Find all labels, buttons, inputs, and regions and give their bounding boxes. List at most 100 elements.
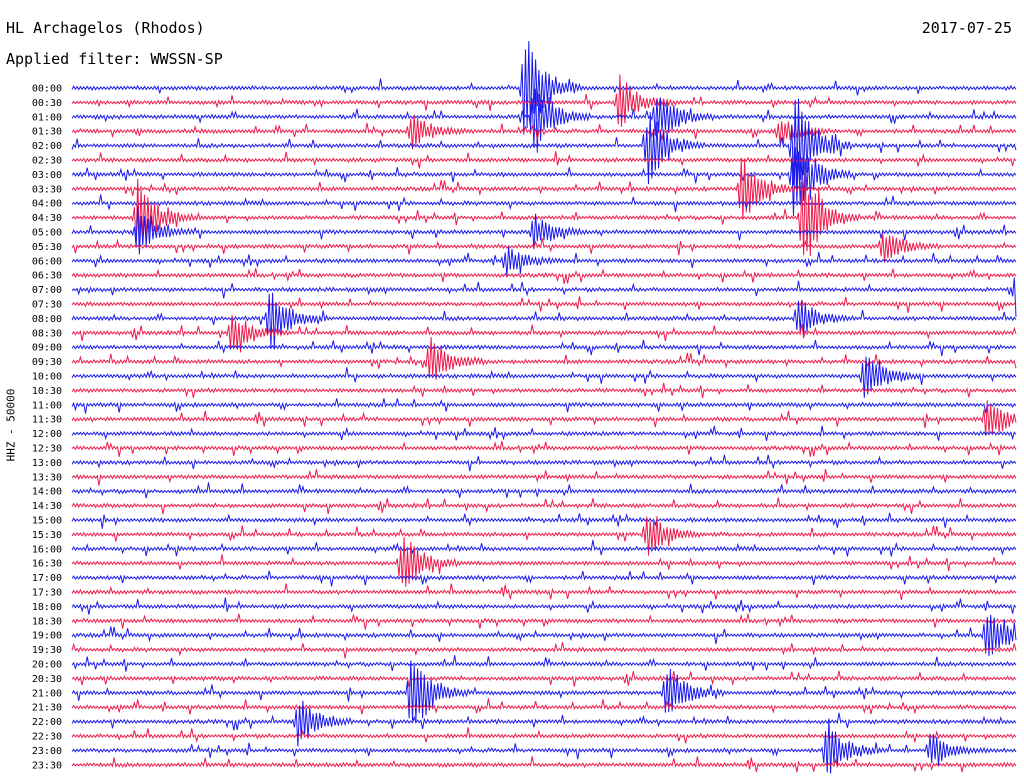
tick-label: 03:00 [32, 170, 62, 181]
trace-1600 [71, 539, 1017, 557]
tick-label: 01:30 [32, 127, 62, 138]
tick-label: 00:30 [32, 98, 62, 109]
trace-0600 [71, 246, 1017, 277]
trace-1800 [71, 597, 1017, 615]
tick-label: 12:00 [32, 429, 62, 440]
tick-label: 05:30 [32, 242, 62, 253]
trace-1400 [71, 482, 1017, 499]
trace-1330 [71, 469, 1017, 486]
tick-label: 06:30 [32, 271, 62, 282]
tick-label: 13:30 [32, 472, 62, 483]
trace-1030 [71, 382, 1017, 399]
trace-1500 [71, 512, 1017, 529]
tick-label: 20:30 [32, 674, 62, 685]
tick-label: 23:00 [32, 746, 62, 757]
trace-0500 [71, 205, 1017, 255]
trace-0030 [71, 74, 1017, 127]
tick-label: 07:00 [32, 285, 62, 296]
trace-1100 [71, 398, 1017, 414]
trace-0630 [71, 268, 1017, 285]
tick-label: 04:00 [32, 199, 62, 210]
trace-2330 [71, 756, 1017, 773]
tick-label: 19:00 [32, 631, 62, 642]
trace-0230 [71, 151, 1017, 169]
tick-label: 16:30 [32, 559, 62, 570]
trace-1130 [71, 400, 1017, 436]
trace-1900 [71, 614, 1017, 657]
trace-1430 [71, 497, 1017, 515]
tick-label: 21:00 [32, 688, 62, 699]
date-label: 2017-07-25 [921, 19, 1012, 37]
tick-label: 01:00 [32, 112, 62, 123]
tick-label: 12:30 [32, 444, 62, 455]
tick-label: 08:00 [32, 314, 62, 325]
tick-label: 02:30 [32, 156, 62, 167]
trace-1730 [71, 583, 1017, 601]
tick-label: 21:30 [32, 703, 62, 714]
trace-1630 [71, 536, 1017, 587]
trace-0430 [71, 169, 1017, 256]
trace-1200 [71, 425, 1017, 441]
tick-label: 06:00 [32, 256, 62, 267]
tick-label: 17:00 [32, 573, 62, 584]
tick-label: 09:00 [32, 343, 62, 354]
tick-label: 11:00 [32, 400, 62, 411]
trace-0700 [71, 277, 1017, 318]
tick-label: 14:00 [32, 487, 62, 498]
tick-label: 18:00 [32, 602, 62, 613]
trace-2000 [71, 655, 1017, 672]
tick-label: 20:00 [32, 660, 62, 671]
tick-label: 05:00 [32, 228, 62, 239]
trace-0100 [71, 88, 1017, 153]
trace-1530 [71, 516, 1017, 556]
trace-2300 [71, 718, 1017, 774]
tick-label: 11:30 [32, 415, 62, 426]
tick-label: 15:00 [32, 516, 62, 527]
trace-0530 [71, 233, 1017, 263]
trace-1930 [71, 642, 1017, 659]
tick-label: 17:30 [32, 588, 62, 599]
trace-0130 [71, 115, 1017, 150]
tick-label: 10:00 [32, 372, 62, 383]
trace-0400 [71, 194, 1017, 213]
trace-2200 [71, 700, 1017, 747]
trace-0000 [71, 40, 1017, 135]
tick-label: 16:00 [32, 544, 62, 555]
station-title: HL Archagelos (Rhodos) [6, 19, 205, 37]
trace-0330 [71, 159, 1017, 220]
tick-label: 14:30 [32, 501, 62, 512]
tick-label: 03:30 [32, 184, 62, 195]
tick-label: 00:00 [32, 84, 62, 95]
trace-1230 [71, 440, 1017, 457]
trace-0300 [71, 147, 1017, 217]
tick-label: 02:00 [32, 141, 62, 152]
trace-1000 [71, 356, 1017, 398]
trace-1830 [71, 613, 1017, 630]
trace-2230 [71, 727, 1017, 744]
tick-label: 10:30 [32, 386, 62, 397]
tick-label: 07:30 [32, 300, 62, 311]
trace-2130 [71, 698, 1017, 715]
trace-0730 [71, 296, 1017, 313]
trace-1700 [71, 570, 1017, 587]
trace-0200 [71, 98, 1017, 186]
tick-label: 22:00 [32, 717, 62, 728]
tick-label: 09:30 [32, 357, 62, 368]
tick-label: 23:30 [32, 760, 62, 771]
filter-label: Applied filter: WWSSN-SP [6, 50, 223, 68]
tick-label: 15:30 [32, 530, 62, 541]
trace-2030 [71, 670, 1017, 687]
trace-0930 [71, 336, 1017, 380]
trace-1300 [71, 454, 1017, 472]
tick-label: 13:00 [32, 458, 62, 469]
trace-0800 [71, 292, 1017, 349]
tick-label: 04:30 [32, 213, 62, 224]
tick-label: 18:30 [32, 616, 62, 627]
tick-label: 08:30 [32, 328, 62, 339]
trace-2100 [71, 660, 1017, 721]
tick-label: 22:30 [32, 732, 62, 743]
trace-0900 [71, 339, 1017, 357]
tick-label: 19:30 [32, 645, 62, 656]
trace-0830 [71, 315, 1017, 353]
